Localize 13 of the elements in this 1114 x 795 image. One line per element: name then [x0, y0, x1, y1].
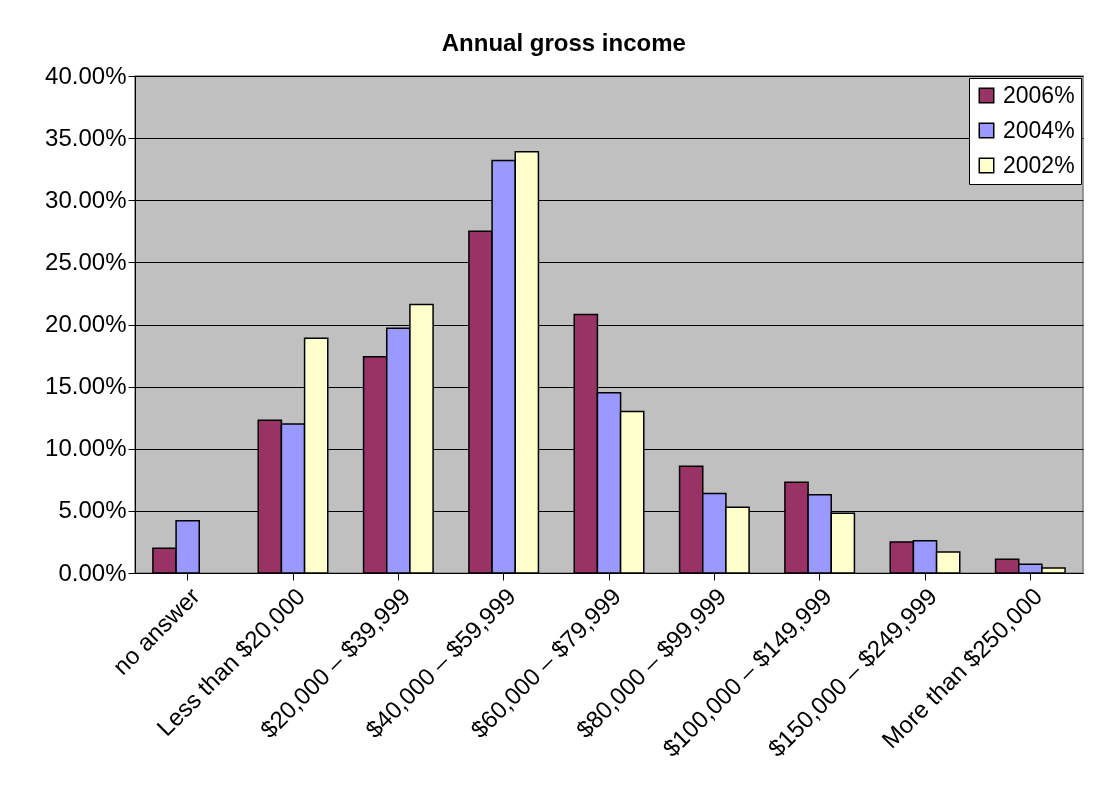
- y-tick-label: 5.00%: [58, 496, 127, 524]
- y-tick-label: 35.00%: [45, 123, 127, 151]
- legend-label: 2004%: [1003, 116, 1075, 143]
- y-tick-label: 15.00%: [45, 372, 127, 400]
- y-tick-label: 0.00%: [58, 558, 127, 586]
- y-tick-label: 25.00%: [45, 247, 127, 275]
- y-tick-label: 10.00%: [45, 434, 127, 462]
- chart-title: Annual gross income: [441, 29, 686, 56]
- legend-label: 2002%: [1003, 151, 1075, 178]
- y-tick-label: 20.00%: [45, 310, 127, 337]
- legend-label: 2006%: [1003, 81, 1075, 108]
- y-tick-label: 40.00%: [45, 61, 127, 89]
- y-tick-label: 30.00%: [45, 185, 127, 213]
